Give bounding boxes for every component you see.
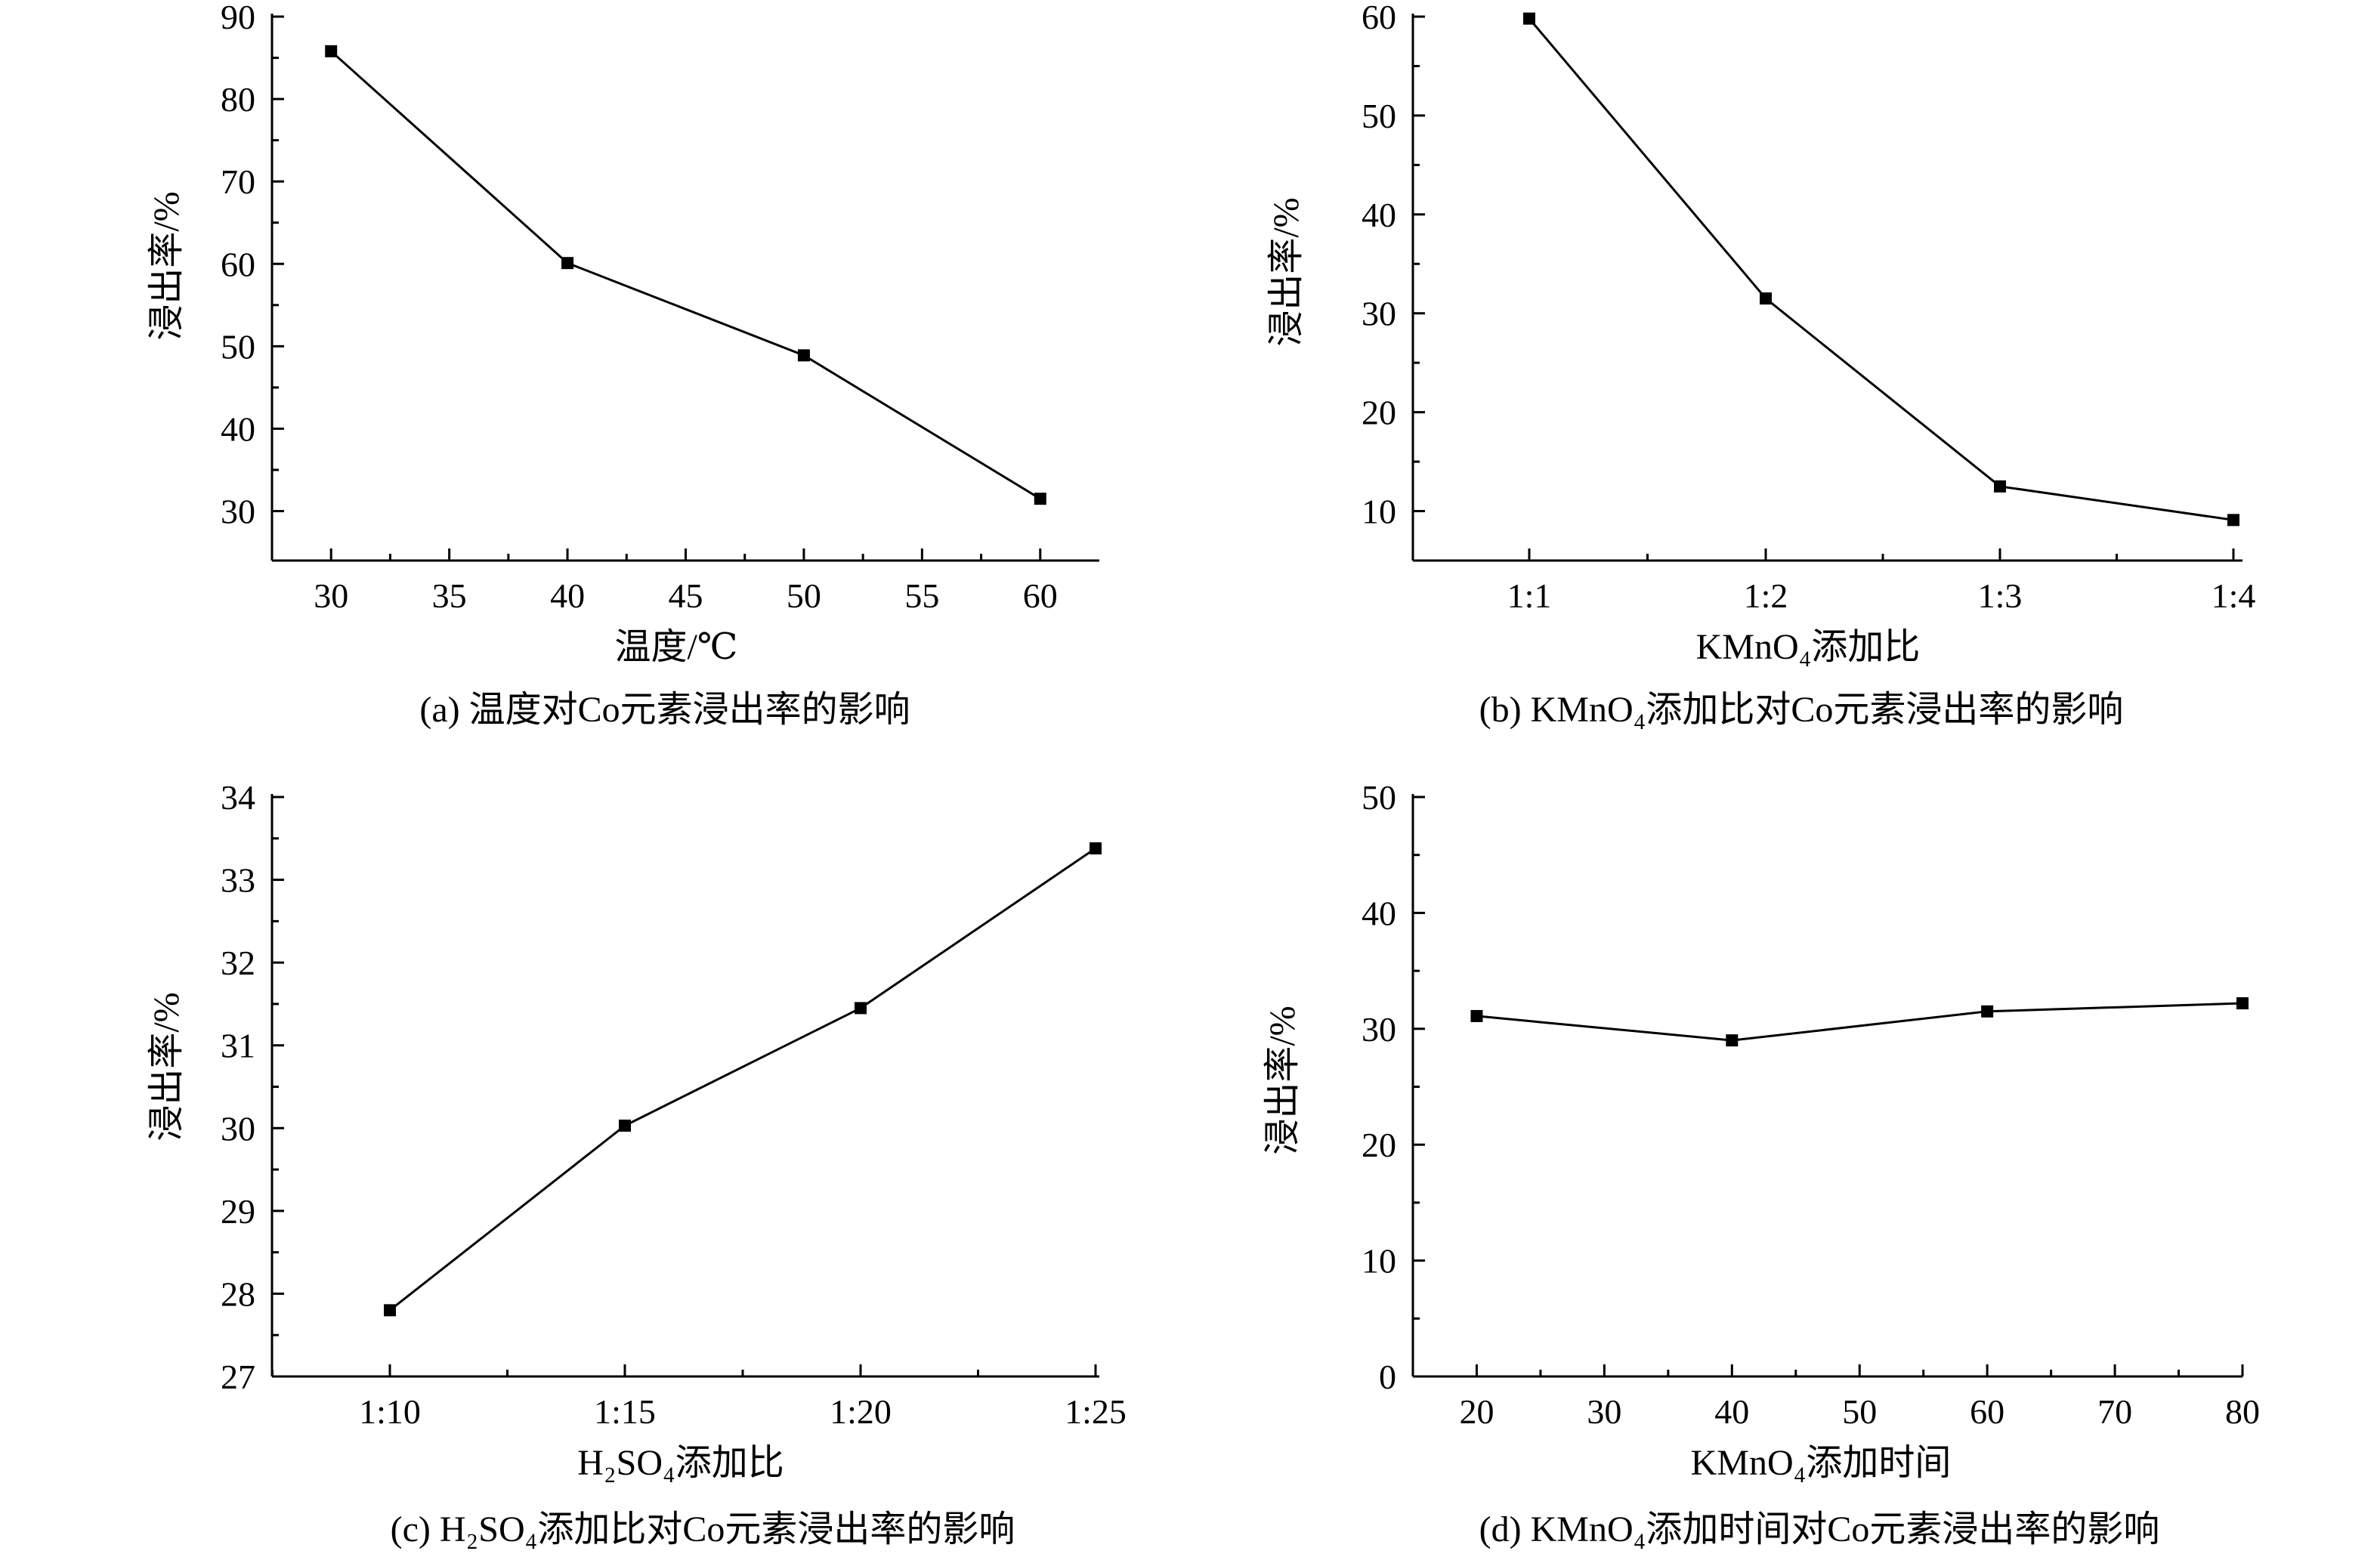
panel-b-data-point: [1994, 480, 2006, 493]
panel-b-x-tick-label: 1:4: [2212, 576, 2256, 615]
panel-d-x-tick-label: 50: [1842, 1392, 1877, 1431]
panel-c-y-tick-label: 34: [221, 778, 255, 817]
panel-b-x-tick-label: 1:3: [1978, 576, 2023, 615]
panel-c-caption: (c) H₂SO₄添加比对Co元素浸出率的影响: [391, 1509, 1015, 1549]
panel-b-y-tick-label: 30: [1362, 295, 1396, 333]
panel-c-y-tick-label: 32: [221, 944, 255, 982]
panel-a-xlabel: 温度/℃: [614, 627, 737, 667]
panel-d-x-tick-label: 40: [1714, 1392, 1749, 1431]
panel-c-y-tick-label: 29: [221, 1192, 255, 1231]
panel-d-x-tick-label: 30: [1587, 1392, 1621, 1431]
panel-a-data-point: [1034, 493, 1046, 505]
panel-b-x-tick-label: 1:2: [1744, 576, 1788, 615]
panel-a-x-tick-label: 55: [904, 576, 939, 615]
panel-c-ylabel: 浸出率/%: [147, 992, 187, 1141]
panel-c-x-tick-label: 1:20: [830, 1392, 892, 1431]
panel-d-data-point: [1981, 1005, 1994, 1018]
panel-b-x-tick-label: 1:1: [1507, 576, 1552, 615]
panel-b-y-tick-label: 40: [1362, 196, 1396, 234]
panel-a-x-tick-label: 45: [669, 576, 703, 615]
panel-a-y-tick-label: 90: [221, 0, 255, 36]
panel-c-y-tick-label: 30: [221, 1109, 255, 1148]
panel-a-marks: 30 40 50 60 70 80 90 30 35 40 45 50 55 60: [221, 0, 1099, 615]
panel-a-x-tick-label: 30: [314, 576, 348, 615]
panel-a-series-line: [330, 50, 1041, 500]
panel-a-y-tick-label: 60: [221, 245, 255, 283]
panel-c-data-point: [619, 1119, 631, 1132]
panel-c-y-tick-label: 31: [221, 1027, 255, 1065]
panel-d-data-point: [1726, 1034, 1739, 1047]
panel-b-marks: 10 20 30 40 50 60 1:1 1:2 1:3 1:4: [1362, 0, 2255, 615]
panel-c-h2so4-ratio: 27 28 29 30 31 32 33 34 1:10 1:15 1:20 1:25 H₂SO₄添加…: [147, 778, 1127, 1549]
panel-a-caption: (a) 温度对Co元素浸出率的影响: [419, 690, 910, 730]
panel-d-y-tick-label: 0: [1379, 1358, 1396, 1396]
panel-b-caption: (b) KMnO₄添加比对Co元素浸出率的影响: [1479, 690, 2124, 730]
panel-b-series-line: [1528, 17, 2234, 521]
panel-c-xlabel: H₂SO₄添加比: [577, 1443, 784, 1483]
panel-c-data-point: [855, 1002, 867, 1015]
panel-d-ylabel: 浸出率/%: [1263, 1006, 1303, 1154]
panel-c-y-tick-label: 33: [221, 861, 255, 900]
panel-d-caption: (d) KMnO₄添加时间对Co元素浸出率的影响: [1479, 1509, 2160, 1549]
panel-a-data-point: [325, 45, 338, 57]
panel-d-y-tick-label: 40: [1362, 894, 1396, 932]
panel-b-data-point: [1523, 12, 1535, 25]
panel-b-y-tick-label: 20: [1362, 394, 1396, 432]
panel-d-kmno4-time: 0 10 20 30 40 50 20 30 40 50 60 70 80 KMnO₄添加时间 浸出率/…: [1263, 778, 2260, 1549]
panel-d-marks: 0 10 20 30 40 50 20 30 40 50 60 70 80: [1362, 778, 2260, 1431]
panel-c-marks: 27 28 29 30 31 32 33 34 1:10 1:15 1:20 1:25: [221, 778, 1127, 1431]
panel-a-y-tick-label: 30: [221, 493, 255, 531]
panel-a-y-tick-label: 70: [221, 162, 255, 201]
panel-b-data-point: [1760, 292, 1772, 305]
panel-a-x-tick-label: 50: [787, 576, 821, 615]
panel-b-y-tick-label: 50: [1362, 97, 1396, 135]
panel-d-y-tick-label: 10: [1362, 1242, 1396, 1281]
panel-c-x-tick-label: 1:25: [1065, 1392, 1127, 1431]
panel-c-series-line: [389, 847, 1096, 1311]
panel-c-x-tick-label: 1:10: [359, 1392, 421, 1431]
panel-b-y-tick-label: 60: [1362, 0, 1396, 36]
panel-d-data-point: [2236, 997, 2249, 1010]
panel-a-x-tick-label: 60: [1023, 576, 1058, 615]
panel-d-series-line: [1476, 1002, 2243, 1042]
panel-d-xlabel: KMnO₄添加时间: [1691, 1443, 1952, 1483]
panel-c-y-tick-label: 28: [221, 1274, 255, 1313]
panel-d-x-tick-label: 20: [1459, 1392, 1494, 1431]
panel-d-y-tick-label: 20: [1362, 1126, 1396, 1164]
panel-d-data-point: [1470, 1009, 1483, 1022]
panel-c-y-tick-label: 27: [221, 1358, 255, 1396]
panel-d-x-tick-label: 70: [2097, 1392, 2132, 1431]
panel-d-x-tick-label: 80: [2225, 1392, 2260, 1431]
panel-b-xlabel: KMnO₄添加比: [1696, 627, 1921, 667]
panel-a-y-tick-label: 80: [221, 80, 255, 119]
panel-a-x-tick-label: 40: [550, 576, 585, 615]
panel-b-y-tick-label: 10: [1362, 493, 1396, 531]
panel-d-y-tick-label: 30: [1362, 1010, 1396, 1049]
panel-a-data-point: [561, 257, 574, 270]
panel-b-ylabel: 浸出率/%: [1266, 197, 1306, 346]
panel-a-x-tick-label: 35: [432, 576, 467, 615]
panel-d-x-tick-label: 60: [1970, 1392, 2004, 1431]
panel-a-y-tick-label: 40: [221, 409, 255, 448]
panel-c-data-point: [384, 1304, 396, 1317]
panel-c-data-point: [1090, 842, 1102, 854]
panel-b-data-point: [2227, 514, 2239, 527]
panel-a-data-point: [797, 349, 810, 362]
panel-d-y-tick-label: 50: [1362, 778, 1396, 817]
panel-a-ylabel: 浸出率/%: [147, 191, 187, 340]
panel-c-x-tick-label: 1:15: [594, 1392, 656, 1431]
panel-a-y-tick-label: 50: [221, 327, 255, 366]
